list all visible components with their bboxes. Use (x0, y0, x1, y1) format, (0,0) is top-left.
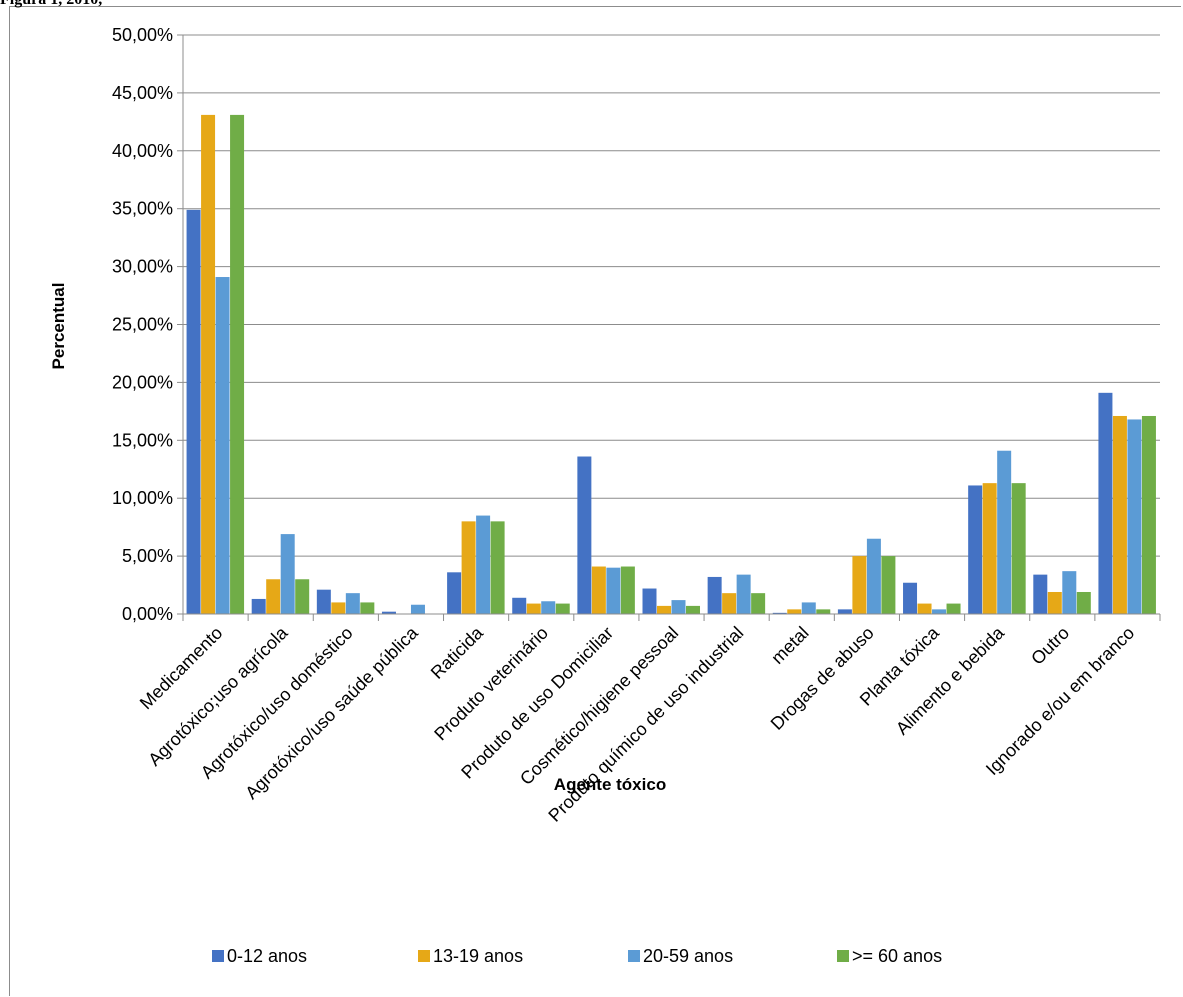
bar (932, 609, 947, 614)
legend: 0-12 anos 13-19 anos 20-59 anos >= 60 anos (212, 946, 942, 966)
bar (1062, 571, 1077, 614)
bar (512, 597, 527, 614)
bar (917, 603, 932, 614)
bar (1047, 591, 1062, 614)
y-tick-label: 30,00% (112, 257, 173, 277)
legend-label: >= 60 anos (852, 946, 942, 966)
bar (881, 556, 896, 614)
bar (642, 588, 657, 614)
bar (997, 450, 1012, 614)
y-axis-title: Percentual (49, 283, 68, 370)
legend-swatch (212, 950, 224, 962)
bar (230, 114, 245, 614)
bar (1011, 483, 1026, 614)
chart-frame (9, 6, 1181, 996)
bar (331, 602, 346, 614)
bar (686, 605, 700, 614)
bar (707, 576, 722, 614)
bar (801, 602, 816, 614)
bar (816, 609, 831, 614)
bar (381, 611, 396, 614)
y-tick-label: 10,00% (112, 488, 173, 508)
x-tick-label: metal (767, 623, 812, 668)
bar (591, 566, 606, 614)
bar (852, 556, 867, 614)
header-fragment: Figura 1, 2010, (0, 0, 102, 9)
legend-label: 0-12 anos (227, 946, 307, 966)
bar (1098, 392, 1113, 614)
bar (526, 603, 541, 614)
bar (1127, 419, 1142, 614)
legend-swatch (628, 950, 640, 962)
y-tick-label: 45,00% (112, 83, 173, 103)
bar (751, 593, 766, 614)
bar (620, 566, 635, 614)
bar (447, 572, 462, 614)
bar (837, 609, 852, 614)
bar (316, 589, 331, 614)
bar (1076, 591, 1091, 614)
bar (946, 603, 961, 614)
y-tick-label: 20,00% (112, 372, 173, 392)
bar (736, 574, 751, 614)
bar (461, 521, 476, 614)
bar (360, 602, 375, 614)
bar (541, 601, 556, 614)
bar (280, 534, 295, 614)
bar (186, 209, 201, 614)
bar (251, 598, 266, 614)
bar (1033, 574, 1048, 614)
legend-swatch (837, 950, 849, 962)
gridlines (177, 34, 1160, 615)
bar (266, 579, 281, 614)
x-tick-label: Produto veterinário (430, 623, 552, 745)
bar (410, 604, 425, 614)
y-tick-label: 25,00% (112, 315, 173, 335)
y-tick-label: 5,00% (122, 546, 173, 566)
legend-swatch (418, 950, 430, 962)
y-tick-label: 15,00% (112, 430, 173, 450)
x-tick-label: Raticida (427, 622, 488, 683)
bar (215, 277, 230, 614)
bar (345, 593, 360, 614)
x-tick-label: Outro (1027, 623, 1073, 669)
bar (1112, 415, 1127, 614)
bar (866, 538, 881, 614)
bar (606, 567, 621, 614)
bar (772, 612, 787, 614)
x-axis-title: Agente tóxico (554, 775, 666, 794)
bar (787, 609, 802, 614)
bars (186, 114, 1156, 614)
axes (182, 35, 1161, 621)
y-tick-labels: 0,00% 5,00% 10,00% 15,00% 20,00% 25,00% 30,00%… (112, 25, 173, 624)
bar (577, 456, 592, 614)
legend-label: 13-19 anos (433, 946, 523, 966)
x-tick-label: Alimento e bebida (892, 622, 1009, 739)
bar (295, 579, 310, 614)
bar (201, 114, 216, 614)
bar (982, 483, 997, 614)
bar (476, 515, 491, 614)
bar (490, 521, 505, 614)
bar (722, 593, 737, 614)
bar (555, 603, 570, 614)
bar (903, 582, 918, 614)
bar (1141, 415, 1156, 614)
bar (968, 485, 983, 614)
y-tick-label: 35,00% (112, 199, 173, 219)
legend-label: 20-59 anos (643, 946, 733, 966)
bar (671, 600, 686, 614)
y-tick-label: 50,00% (112, 25, 173, 45)
y-tick-label: 0,00% (122, 604, 173, 624)
bar (657, 605, 671, 614)
y-tick-label: 40,00% (112, 141, 173, 161)
